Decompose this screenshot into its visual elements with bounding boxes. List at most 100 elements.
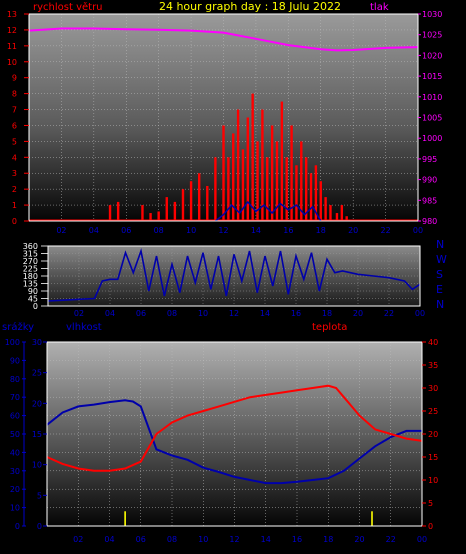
wind-speed-bar bbox=[280, 101, 284, 221]
y-tick-label: 4 bbox=[12, 153, 17, 162]
x-tick-label: 10 bbox=[186, 226, 196, 235]
x-tick-label: 08 bbox=[167, 535, 177, 544]
wind-speed-bar bbox=[300, 141, 303, 221]
rain-bar bbox=[124, 511, 126, 526]
y-tick-label: 5 bbox=[12, 137, 17, 146]
y-tick-label: 0 bbox=[37, 522, 42, 531]
y-tick-label: 3 bbox=[12, 169, 17, 178]
wind-speed-bar bbox=[173, 201, 177, 221]
x-tick-label: 20 bbox=[354, 535, 364, 544]
compass-n-label: N bbox=[436, 298, 444, 311]
rain-axis-ticks: 0 10 20 30 40 50 60 70 80 90 100 bbox=[5, 338, 26, 531]
x-tick-label: 00 bbox=[413, 226, 423, 235]
time-axis-ticks: 02 04 06 08 10 12 14 16 18 20 22 00 bbox=[74, 309, 425, 318]
wind-speed-bar bbox=[329, 205, 332, 221]
y-tick-label: 1005 bbox=[422, 114, 442, 123]
rain-bar bbox=[371, 511, 373, 526]
y-tick-label: 11 bbox=[7, 42, 17, 51]
y-tick-label: 80 bbox=[10, 375, 20, 384]
x-tick-label: 00 bbox=[415, 309, 425, 318]
wind-speed-bar bbox=[108, 205, 112, 221]
wind-speed-bar bbox=[251, 93, 254, 221]
y-tick-label: 990 bbox=[422, 176, 437, 185]
x-tick-label: 04 bbox=[89, 226, 99, 235]
x-tick-label: 22 bbox=[380, 226, 390, 235]
y-tick-label: 0 bbox=[33, 302, 38, 311]
temperature-axis-ticks: 0 5 10 15 20 25 30 35 40 bbox=[422, 338, 438, 531]
wind-speed-bar bbox=[189, 181, 193, 221]
wind-speed-bar bbox=[309, 173, 313, 221]
compass-n-label: N bbox=[436, 238, 444, 251]
wind-speed-bar bbox=[304, 157, 308, 221]
time-axis-ticks: 02 04 06 08 10 12 14 16 18 20 22 00 bbox=[56, 226, 423, 235]
wind-speed-bar bbox=[116, 201, 120, 221]
y-tick-label: 12 bbox=[7, 26, 17, 35]
wind-speed-bar bbox=[256, 141, 259, 221]
temperature-label: teplota bbox=[312, 322, 347, 333]
x-tick-label: 10 bbox=[198, 309, 208, 318]
pressure-label: tlak bbox=[370, 2, 389, 13]
x-tick-label: 16 bbox=[291, 309, 301, 318]
y-tick-label: 5 bbox=[37, 491, 42, 500]
y-tick-label: 10 bbox=[32, 461, 42, 470]
y-tick-label: 6 bbox=[12, 121, 17, 130]
wind-speed-label: rychlost větru bbox=[33, 1, 103, 13]
y-tick-label: 1025 bbox=[422, 31, 442, 40]
wind-speed-bar bbox=[246, 117, 250, 221]
humidity-temperature-panel: 0 10 20 30 40 50 60 70 80 90 100 0 5 10 15 20 25 30 0 5 10… bbox=[0, 318, 466, 554]
pressure-axis-ticks: 980 985 990 995 1000 1005 1010 1015 1020 1025 1030 bbox=[418, 10, 442, 226]
y-tick-label: 10 bbox=[10, 504, 20, 513]
gust-series-line bbox=[214, 200, 322, 222]
x-tick-label: 16 bbox=[292, 535, 302, 544]
y-tick-label: 1010 bbox=[422, 93, 442, 102]
y-tick-label: 50 bbox=[10, 430, 20, 439]
y-tick-label: 15 bbox=[428, 453, 438, 462]
compass-s-label: S bbox=[436, 268, 443, 281]
y-tick-label: 225 bbox=[23, 265, 38, 274]
y-tick-label: 13 bbox=[7, 10, 17, 19]
x-tick-label: 06 bbox=[136, 535, 146, 544]
wind-speed-bar bbox=[214, 157, 217, 221]
wind-speed-bar bbox=[261, 109, 264, 221]
wind-speed-bar bbox=[335, 213, 339, 221]
y-tick-label: 1 bbox=[12, 201, 17, 210]
x-tick-label: 20 bbox=[348, 226, 358, 235]
y-tick-label: 135 bbox=[23, 280, 38, 289]
x-tick-label: 22 bbox=[386, 535, 396, 544]
chart-title: 24 hour graph day : 18 Julu 2022 bbox=[159, 0, 341, 13]
wind-speed-bar bbox=[236, 109, 240, 221]
y-tick-label: 180 bbox=[23, 272, 38, 281]
x-tick-label: 08 bbox=[154, 226, 164, 235]
wind-speed-bar bbox=[227, 157, 230, 221]
y-tick-label: 30 bbox=[32, 338, 42, 347]
wind-speed-bar bbox=[197, 173, 201, 221]
x-tick-label: 14 bbox=[260, 309, 270, 318]
wind-direction-series-line bbox=[47, 247, 421, 302]
y-tick-label: 10 bbox=[7, 58, 17, 67]
y-tick-label: 1000 bbox=[422, 134, 442, 143]
wind-speed-bar bbox=[141, 205, 144, 221]
time-axis-ticks: 02 04 06 08 10 12 14 16 18 20 22 00 bbox=[73, 535, 427, 544]
x-tick-label: 18 bbox=[323, 535, 333, 544]
x-tick-label: 04 bbox=[104, 535, 114, 544]
y-tick-label: 995 bbox=[422, 155, 437, 164]
x-tick-label: 18 bbox=[322, 309, 332, 318]
wind-speed-bar bbox=[275, 141, 279, 221]
x-tick-label: 12 bbox=[218, 226, 228, 235]
wind-speed-bar bbox=[241, 149, 245, 221]
y-tick-label: 0 bbox=[15, 522, 20, 531]
y-tick-label: 2 bbox=[12, 185, 17, 194]
wind-speed-bars bbox=[29, 93, 418, 221]
y-tick-label: 20 bbox=[428, 430, 438, 439]
y-tick-label: 10 bbox=[428, 476, 438, 485]
y-tick-label: 0 bbox=[12, 217, 17, 226]
compass-w-label: W bbox=[436, 253, 447, 266]
y-tick-label: 985 bbox=[422, 196, 437, 205]
wind-speed-bar bbox=[266, 157, 269, 221]
compass-e-label: E bbox=[436, 283, 443, 296]
